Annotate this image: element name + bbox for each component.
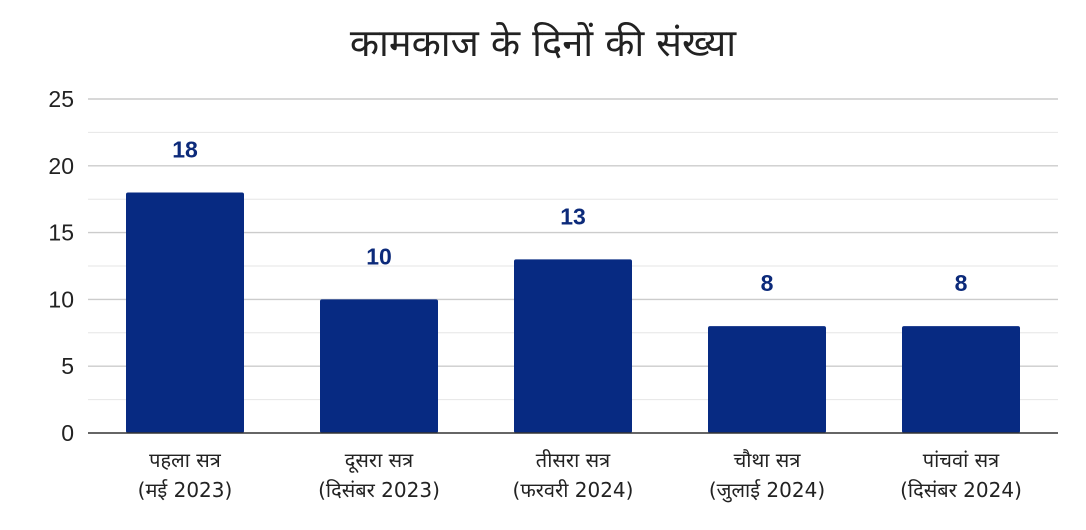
chart-title: कामकाज के दिनों की संख्या xyxy=(350,21,737,65)
bars xyxy=(126,192,1020,433)
x-tick-label-line2: (जुलाई 2024) xyxy=(709,478,825,503)
data-labels: 18 10 13 8 8 xyxy=(172,137,967,297)
data-label: 10 xyxy=(366,243,392,269)
x-tick-label-line2: (फरवरी 2024) xyxy=(513,478,634,502)
y-tick-label: 5 xyxy=(61,353,74,379)
data-label: 8 xyxy=(955,270,968,296)
bar xyxy=(902,326,1020,433)
x-tick-label-line1: पांचवां सत्र xyxy=(923,448,1000,472)
bar xyxy=(514,259,632,433)
y-tick-label: 20 xyxy=(48,153,74,179)
bar xyxy=(708,326,826,433)
x-tick-label-line1: पहला सत्र xyxy=(149,448,222,472)
x-tick-label-line2: (मई 2023) xyxy=(138,478,233,502)
data-label: 8 xyxy=(761,270,774,296)
data-label: 18 xyxy=(172,137,198,163)
y-tick-label: 15 xyxy=(48,220,74,246)
y-tick-label: 0 xyxy=(61,420,74,446)
x-tick-label-line1: दूसरा सत्र xyxy=(345,448,414,473)
data-label: 13 xyxy=(560,203,586,229)
y-tick-label: 10 xyxy=(48,286,74,312)
x-axis-ticks: पहला सत्र (मई 2023) दूसरा सत्र (दिसंबर 2023… xyxy=(138,448,1022,503)
y-axis-ticks: 0 5 10 15 20 25 xyxy=(48,86,74,446)
bar xyxy=(320,299,438,433)
x-tick-label-line1: चौथा सत्र xyxy=(734,448,802,472)
x-tick-label-line1: तीसरा सत्र xyxy=(536,448,611,472)
x-tick-label-line2: (दिसंबर 2023) xyxy=(318,478,440,502)
y-tick-label: 25 xyxy=(48,86,74,112)
bar xyxy=(126,192,244,433)
x-tick-label-line2: (दिसंबर 2024) xyxy=(900,478,1022,502)
